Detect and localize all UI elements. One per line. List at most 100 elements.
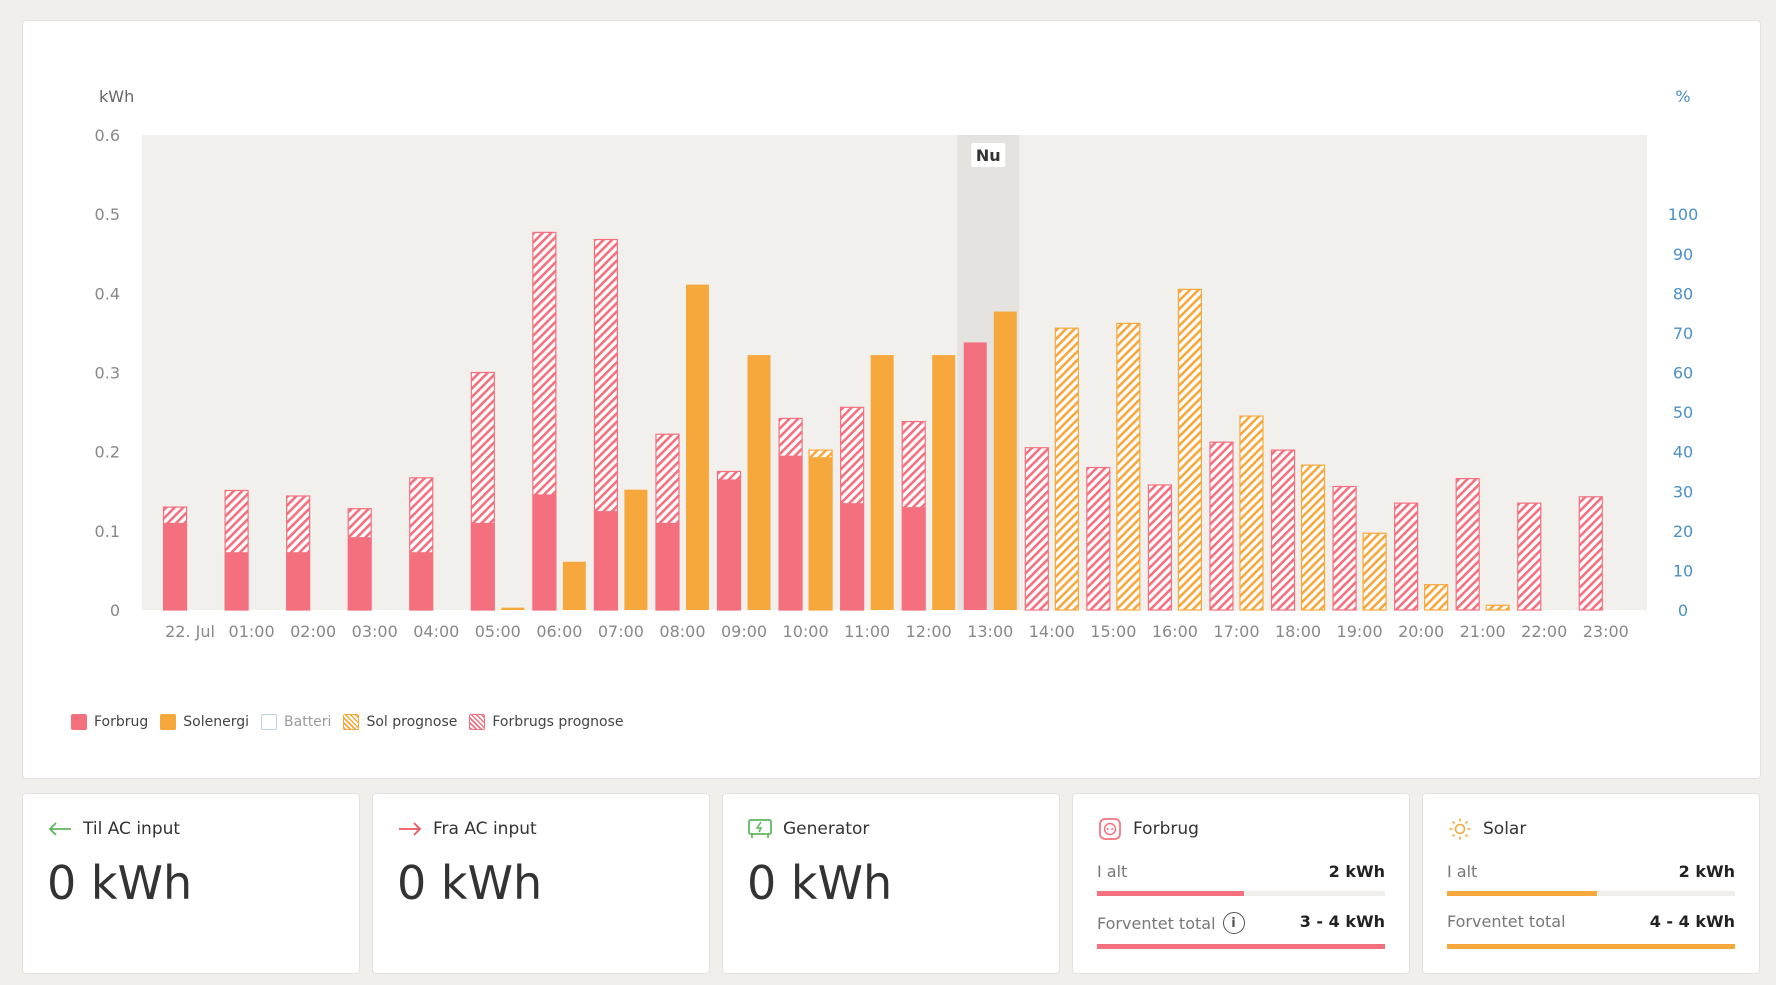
total-value: 2 kWh (1678, 862, 1735, 881)
bar-solenergi-13[interactable] (993, 311, 1017, 610)
y-tick-label: 0.6 (95, 126, 120, 145)
energy-chart-card: Nu kWh% 0 0.1 0.2 0.3 0.4 0.5 0.6 0 10 20 30 40 50 60 7… (22, 20, 1761, 779)
y-axis-right-label: % (1675, 87, 1690, 106)
expected-value: 3 - 4 kWh (1299, 912, 1385, 931)
x-tick-label: 10:00 (783, 622, 829, 641)
bar-forbrugs-prognose-19[interactable] (1332, 485, 1357, 611)
bar-forbrug-9[interactable] (717, 479, 741, 610)
x-tick-label: 06:00 (536, 622, 582, 641)
generator-icon (747, 818, 773, 840)
bar-forbrugs-prognose-16[interactable] (1147, 484, 1173, 611)
bar-forbrug-12[interactable] (902, 507, 926, 610)
card-value: 0 kWh (397, 856, 543, 910)
legend-label: Solenergi (183, 714, 250, 730)
to-ac-input-card: Til AC input 0 kWh (22, 793, 360, 974)
total-label: I alt (1097, 862, 1128, 881)
bar-forbrug-0[interactable] (163, 522, 187, 610)
total-progress-bar (1097, 891, 1385, 896)
consumption-card: Forbrug I alt 2 kWh Forventet total i 3 -… (1072, 793, 1410, 974)
x-tick-label: 12:00 (906, 622, 952, 641)
legend-item-batteri[interactable]: Batteri (261, 714, 331, 730)
y-right-tick-label: 0 (1678, 601, 1688, 620)
y-right-tick-label: 90 (1673, 245, 1693, 264)
x-tick-label: 02:00 (290, 622, 336, 641)
legend-item-forbrug[interactable]: Forbrug (71, 714, 148, 730)
legend-swatch (343, 714, 360, 730)
x-tick-label: 15:00 (1090, 622, 1136, 641)
legend-label: Forbrug (94, 714, 149, 730)
bar-sol-prognose-14[interactable] (1054, 327, 1079, 611)
bar-forbrugs-prognose-20[interactable] (1394, 502, 1419, 611)
y-tick-label: 0.1 (95, 522, 120, 541)
y-right-tick-label: 70 (1673, 324, 1693, 343)
bar-sol-prognose-18[interactable] (1300, 464, 1326, 611)
legend-item-forbrugs-prognose[interactable]: Forbrugs prognose (469, 714, 624, 730)
bar-forbrug-10[interactable] (779, 455, 803, 610)
energy-bar-chart: Nu kWh % 0 0.1 0.2 0.3 0.4 0.5 0.6 0 10 20 30 40 50 60 7… (95, 87, 1699, 641)
bar-solenergi-7[interactable] (624, 489, 648, 610)
bar-forbrug-13[interactable] (963, 342, 987, 610)
legend-item-solenergi[interactable]: Solenergi (160, 714, 249, 730)
bar-forbrug-3[interactable] (348, 537, 372, 610)
bar-forbrugs-prognose-17[interactable] (1209, 441, 1234, 611)
y-right-tick-label: 80 (1673, 284, 1693, 303)
solar-card: Solar I alt 2 kWh Forventet total 4 - 4 … (1422, 793, 1760, 974)
x-tick-label: 03:00 (352, 622, 398, 641)
bar-forbrug-6[interactable] (532, 494, 556, 610)
total-value: 2 kWh (1328, 862, 1385, 881)
x-tick-label: 17:00 (1213, 622, 1259, 641)
legend-label: Batteri (284, 714, 332, 730)
y-axis-left-label: kWh (99, 87, 134, 106)
y-tick-label: 0.4 (95, 284, 120, 303)
bar-forbrug-7[interactable] (594, 511, 618, 610)
bar-forbrugs-prognose-14[interactable] (1024, 447, 1049, 611)
bar-forbrug-8[interactable] (655, 522, 679, 610)
bar-forbrugs-prognose-15[interactable] (1086, 466, 1111, 611)
bar-sol-prognose-15[interactable] (1116, 322, 1141, 611)
bar-forbrug-11[interactable] (840, 503, 864, 610)
bar-forbrugs-prognose-22[interactable] (1517, 502, 1542, 611)
bar-forbrugs-prognose-21[interactable] (1455, 477, 1480, 611)
bar-forbrugs-prognose-18[interactable] (1270, 449, 1296, 611)
bar-sol-prognose-19[interactable] (1362, 532, 1387, 611)
bar-solenergi-11[interactable] (870, 355, 894, 610)
bar-sol-prognose-20[interactable] (1424, 584, 1449, 611)
bar-solenergi-6[interactable] (562, 561, 586, 610)
legend-item-sol-prognose[interactable]: Sol prognose (343, 714, 457, 730)
from-ac-input-card: Fra AC input 0 kWh (372, 793, 710, 974)
socket-icon (1097, 818, 1123, 840)
x-tick-label: 05:00 (475, 622, 521, 641)
x-tick-label: 18:00 (1275, 622, 1321, 641)
x-tick-label: 22. Jul (165, 622, 215, 641)
y-tick-label: 0.2 (95, 443, 120, 462)
card-value: 0 kWh (47, 856, 193, 910)
now-label: Nu (976, 146, 1001, 165)
bar-forbrugs-prognose-23[interactable] (1578, 496, 1603, 611)
bar-forbrug-5[interactable] (471, 522, 495, 610)
bar-solenergi-12[interactable] (932, 355, 956, 610)
bar-forbrug-1[interactable] (225, 552, 249, 610)
bar-sol-prognose-21[interactable] (1485, 604, 1510, 611)
generator-card: Generator 0 kWh (722, 793, 1060, 974)
bar-solenergi-10[interactable] (809, 457, 833, 610)
y-tick-label: 0 (110, 601, 120, 620)
bar-sol-prognose-17[interactable] (1239, 415, 1264, 611)
legend-swatch (160, 714, 177, 730)
info-icon[interactable]: i (1222, 912, 1245, 934)
now-label-box (971, 143, 1006, 167)
legend-swatch (71, 714, 87, 730)
bar-solenergi-8[interactable] (685, 284, 709, 610)
bar-sol-prognose-16[interactable] (1177, 288, 1203, 611)
y-tick-label: 0.3 (95, 364, 120, 383)
bar-forbrug-2[interactable] (286, 552, 310, 610)
card-title: Generator (783, 819, 870, 839)
bar-forbrug-4[interactable] (409, 552, 433, 610)
legend-swatch (261, 714, 278, 730)
total-label: I alt (1447, 862, 1478, 881)
bar-solenergi-5[interactable] (501, 607, 525, 610)
bar-solenergi-9[interactable] (747, 355, 771, 610)
expected-label: Forventet total (1097, 913, 1216, 933)
chart-legend: Forbrug Solenergi Batteri Sol prognose Forbr… (71, 714, 636, 730)
x-tick-label: 19:00 (1337, 622, 1383, 641)
x-tick-label: 09:00 (721, 622, 767, 641)
